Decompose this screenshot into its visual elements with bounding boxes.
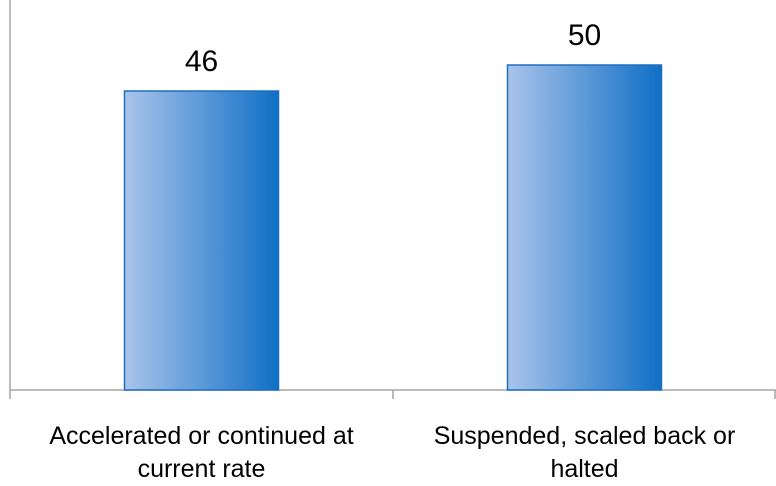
category-label-line: current rate	[138, 455, 266, 483]
data-label: 46	[185, 45, 218, 78]
category-label: Suspended, scaled back or halted	[434, 422, 736, 483]
bar	[123, 90, 280, 391]
category-label: Accelerated or continued at current rate	[49, 422, 353, 483]
bar	[506, 64, 663, 391]
category-label-line: Suspended, scaled back or	[434, 422, 736, 450]
category-label-line: halted	[550, 455, 618, 483]
data-label: 50	[568, 19, 601, 52]
category-label-line: Accelerated or continued at	[49, 422, 353, 450]
